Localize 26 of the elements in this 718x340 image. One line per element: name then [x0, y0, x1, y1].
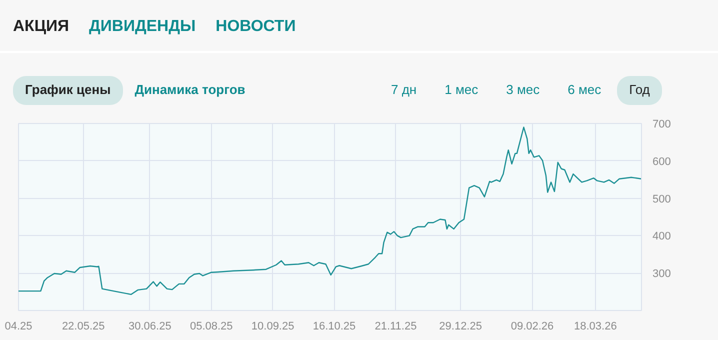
text: 1 мес — [444, 81, 480, 99]
x-tick-label: 09.02.26 — [510, 320, 554, 332]
text: НОВОСТИ — [216, 17, 296, 37]
text: Год — [617, 76, 662, 105]
x-tick-label: 04.25 — [4, 320, 32, 332]
y-tick-label: 500 — [652, 193, 671, 206]
x-tick-label: 21.11.25 — [374, 320, 417, 332]
text: 7 дн — [390, 81, 418, 99]
text: АКЦИЯ — [13, 16, 70, 53]
y-tick-label: 400 — [652, 230, 671, 243]
y-tick-label: 700 — [652, 118, 671, 130]
text: 3 мес — [505, 81, 541, 99]
line-series — [18, 126, 642, 296]
x-tick-label: 10.09.25 — [251, 320, 294, 332]
text: Динамика торгов — [134, 81, 246, 99]
text: 6 мес — [566, 81, 602, 99]
x-tick-label: 22.05.25 — [62, 320, 105, 332]
x-tick-label: 16.10.25 — [312, 320, 356, 332]
x-tick-label: 05.08.25 — [190, 320, 233, 332]
x-tick-label: 18.03.26 — [574, 320, 617, 332]
text: График цены — [13, 76, 123, 105]
y-tick-label: 300 — [652, 268, 671, 280]
text: ДИВИДЕНДЫ — [89, 17, 196, 37]
x-tick-label: 30.06.25 — [128, 320, 172, 332]
y-tick-label: 600 — [652, 156, 671, 168]
x-tick-label: 29.12.25 — [439, 320, 482, 332]
